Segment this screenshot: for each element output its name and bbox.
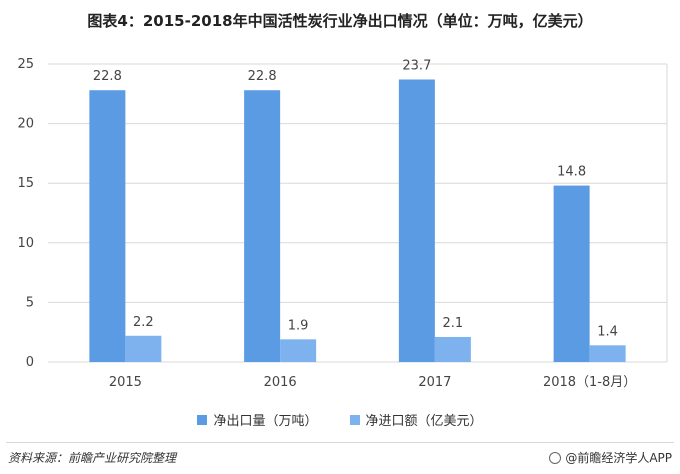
data-label: 22.8 [93, 69, 122, 84]
x-tick-label: 2018（1-8月） [543, 375, 636, 390]
bar-import-value [434, 336, 471, 362]
legend-item-import-value: 净进口额（亿美元） [349, 410, 483, 429]
y-tick-label: 0 [26, 355, 34, 370]
y-tick-label: 25 [17, 57, 34, 72]
brand-text: @前瞻经济学人APP [565, 451, 672, 465]
y-tick-label: 20 [17, 117, 34, 132]
y-tick-label: 10 [17, 236, 34, 251]
x-tick-label: 2016 [264, 375, 297, 390]
data-label: 22.8 [248, 69, 277, 84]
legend-swatch-import-value [349, 414, 360, 425]
y-tick-label: 15 [17, 176, 34, 191]
data-label: 1.9 [288, 318, 309, 333]
x-tick-label: 2015 [109, 375, 142, 390]
data-label: 2.1 [443, 316, 464, 331]
data-label: 14.8 [557, 165, 586, 180]
legend: 净出口量（万吨） 净进口额（亿美元） [0, 410, 680, 429]
data-label: 2.2 [133, 315, 154, 330]
footer-divider [6, 442, 674, 443]
data-labels: 22.8 2.2 22.8 1.9 23.7 2.1 14.8 1.4 [93, 58, 618, 339]
bar-export-volume [89, 90, 126, 362]
bar-import-value [589, 345, 626, 362]
brand-credit: @前瞻经济学人APP [549, 449, 672, 466]
bar-export-volume [398, 79, 435, 362]
legend-label-export-volume: 净出口量（万吨） [213, 414, 318, 429]
legend-item-export-volume: 净出口量（万吨） [197, 410, 318, 429]
legend-label-import-value: 净进口额（亿美元） [365, 414, 483, 429]
x-tick-label: 2017 [418, 375, 451, 390]
bar-import-value [125, 335, 162, 362]
bar-export-volume [553, 185, 590, 362]
data-label: 23.7 [402, 58, 431, 73]
x-axis-ticks: 2015 2016 2017 2018（1-8月） [109, 375, 636, 390]
y-tick-label: 5 [26, 295, 34, 310]
source-note: 资料来源：前瞻产业研究院整理 [8, 451, 177, 465]
legend-swatch-export-volume [197, 414, 208, 425]
bars [89, 79, 626, 362]
bar-export-volume [244, 90, 281, 362]
chart-title: 图表4：2015-2018年中国活性炭行业净出口情况（单位：万吨，亿美元） [87, 12, 593, 30]
bar-import-value [280, 339, 317, 362]
data-label: 1.4 [597, 324, 618, 339]
y-axis-ticks: 0 5 10 15 20 25 [17, 57, 34, 370]
brand-logo-icon [549, 451, 562, 464]
